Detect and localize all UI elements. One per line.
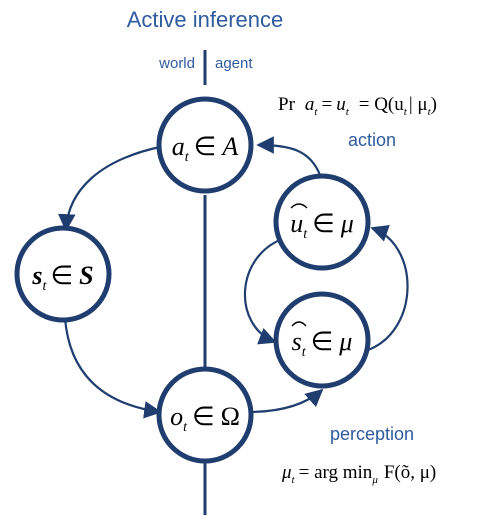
- svg-text:st∈S: st ∈ S: [31, 261, 93, 294]
- svg-text:st∈μ: st ∈ μ: [292, 327, 353, 360]
- world-label: world: [158, 55, 195, 72]
- svg-text:ut∈μ: ut ∈ μ: [290, 209, 354, 242]
- edge-control-belief-to-action: [256, 136, 322, 176]
- edge-state-to-observation: [63, 317, 162, 419]
- hat-accent-icon: [290, 203, 308, 209]
- edge-action-to-state: [58, 145, 161, 232]
- perception-label: perception: [330, 424, 414, 444]
- svg-text:ot∈Ω: ot ∈ Ω: [170, 402, 240, 435]
- action-label: action: [348, 130, 396, 150]
- edge-observation-to-state-belief: [247, 388, 324, 414]
- state-belief-node: st ∈ μ: [273, 291, 371, 389]
- action-equation: Pr at = ut = Q(ut | μt): [278, 94, 437, 118]
- hat-accent-icon: [291, 321, 307, 327]
- state-node: st ∈ S: [14, 225, 112, 323]
- action-node: at ∈ A: [156, 96, 254, 194]
- control-belief-node: ut ∈ μ: [273, 173, 371, 271]
- perception-equation: μt = arg minμ F(õ, μ): [281, 462, 436, 486]
- diagram-title: Active inference: [127, 7, 284, 32]
- observation-node: ot ∈ Ω: [156, 366, 254, 464]
- agent-label: agent: [215, 55, 253, 72]
- edge-state-belief-to-control-belief: [367, 225, 409, 352]
- edge-control-belief-to-state-belief: [244, 236, 286, 345]
- svg-text:at∈A: at ∈ A: [172, 132, 239, 165]
